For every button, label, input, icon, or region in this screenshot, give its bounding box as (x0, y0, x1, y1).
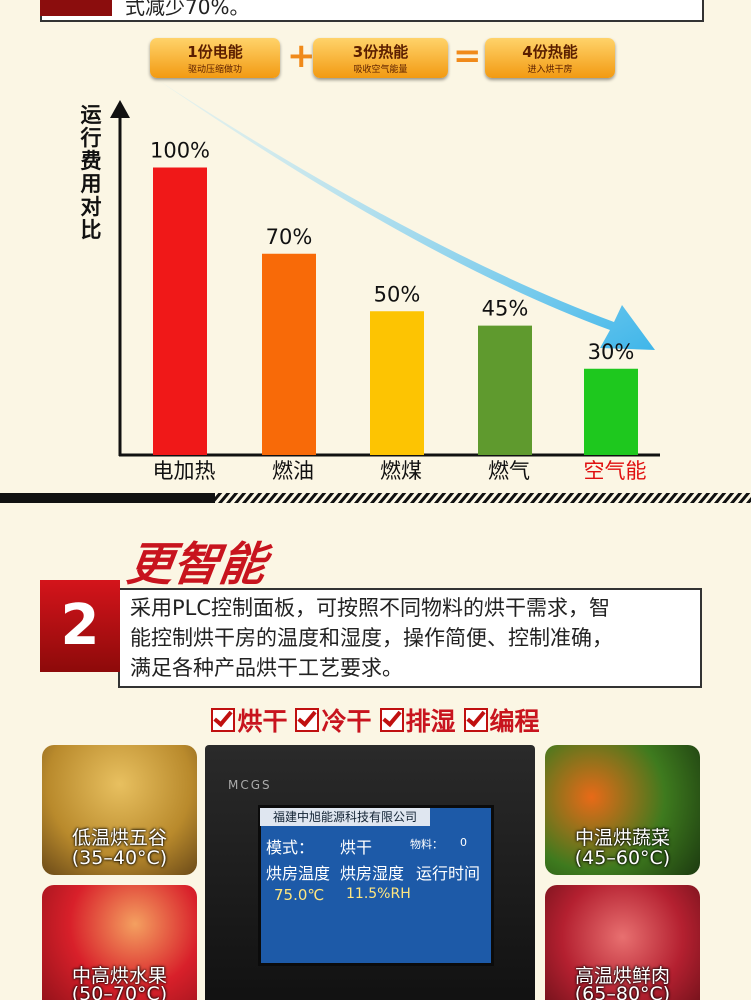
x-tick-label: 空气能 (584, 459, 647, 483)
value-label: 50% (374, 282, 421, 306)
text-line: 采用PLC控制面板，可按照不同物料的烘干需求，智 (130, 596, 611, 620)
divider (0, 493, 215, 503)
card-range: (35–40°C) (71, 847, 168, 869)
screen-value: 0 (460, 836, 467, 849)
section-title: 更智能 (123, 537, 270, 591)
product-card: 中高烘水果 (50–70°C) (42, 885, 197, 1000)
features: 烘干 冷干 排湿 编程 (0, 702, 751, 738)
section-text: 采用PLC控制面板，可按照不同物料的烘干需求，智 能控制烘干房的温度和湿度，操作… (130, 593, 613, 683)
card-title: 高温烘鲜肉 (574, 965, 670, 987)
y-axis-arrow (110, 100, 130, 118)
intro-text: 式减少70%。 (125, 0, 250, 19)
formula-box: 4份热能进入烘干房 (485, 38, 615, 78)
product-card: 中温烘蔬菜 (45–60°C) (545, 745, 700, 875)
screen-value: 75.0℃ (274, 886, 325, 904)
card-title: 中温烘蔬菜 (574, 827, 670, 849)
feature-label: 编程 (489, 707, 540, 736)
feature: 冷干 (295, 702, 372, 738)
chart: 100% 电加热 70% 燃油 50% 燃煤 45% 燃气 30% 空气能 (0, 80, 751, 503)
product-card: 低温烘五谷 (35–40°C) (42, 745, 197, 875)
feature: 编程 (463, 702, 540, 738)
screen-value: 烘干 (340, 838, 373, 857)
divider (215, 493, 751, 503)
text-line: 能控制烘干房的温度和湿度，操作简便、控制准确， (130, 626, 613, 650)
feature-label: 排湿 (405, 707, 456, 736)
screen-label: 物料： (410, 838, 443, 851)
card-range: (45–60°C) (574, 847, 671, 869)
bar (370, 311, 424, 455)
card-title: 低温烘五谷 (71, 827, 167, 849)
formula-title: 3份热能 (352, 43, 409, 61)
section-box (118, 588, 702, 688)
value-label: 100% (150, 139, 210, 163)
y-axis-label: 运行费用对比 (80, 103, 102, 242)
formula-title: 4份热能 (522, 43, 578, 61)
bar (478, 325, 532, 455)
bar (262, 253, 316, 455)
formula-box: 1份电能驱动压缩做功 (150, 38, 280, 78)
formula-sub: 进入烘干房 (527, 65, 573, 75)
screen-label: 烘房温度 (266, 864, 331, 883)
feature: 烘干 (211, 702, 287, 738)
value-label: 45% (482, 297, 529, 321)
formula-sub: 驱动压缩做功 (187, 65, 242, 75)
intro-marker (40, 0, 112, 16)
value-label: 30% (588, 340, 635, 364)
equals: = (453, 36, 482, 76)
screen-label: 运行时间 (416, 864, 481, 883)
x-tick-label: 燃煤 (380, 459, 422, 483)
screen-value: 11.5%RH (346, 886, 411, 902)
product-card: 高温烘鲜肉 (65–80°C) (545, 885, 700, 1000)
feature-label: 烘干 (237, 707, 288, 736)
screen-label: 模式： (266, 838, 315, 857)
formula-title: 1份电能 (187, 43, 243, 61)
card-range: (65–80°C) (574, 983, 671, 1000)
panel-brand: MCGS (228, 778, 272, 792)
text-line: 满足各种产品烘干工艺要求。 (130, 656, 403, 680)
plus: + (287, 36, 316, 76)
card-title: 中高烘水果 (71, 965, 167, 987)
section-number: 2 (40, 580, 120, 672)
bar (584, 368, 638, 455)
screen-header: 福建中旭能源科技有限公司 (260, 808, 430, 826)
feature: 排湿 (379, 702, 456, 738)
x-tick-label: 燃气 (488, 459, 530, 483)
screen (258, 805, 494, 966)
value-label: 70% (266, 225, 313, 249)
feature-label: 冷干 (321, 707, 372, 736)
x-tick-label: 燃油 (272, 459, 314, 483)
formula-box: 3份热能吸收空气能量 (313, 38, 448, 78)
x-tick-label: 电加热 (153, 459, 216, 483)
screen-label: 烘房湿度 (340, 864, 405, 883)
trend-arrow (158, 80, 655, 350)
card-range: (50–70°C) (71, 983, 168, 1000)
formula-sub: 吸收空气能量 (353, 65, 408, 75)
bar (153, 167, 207, 455)
